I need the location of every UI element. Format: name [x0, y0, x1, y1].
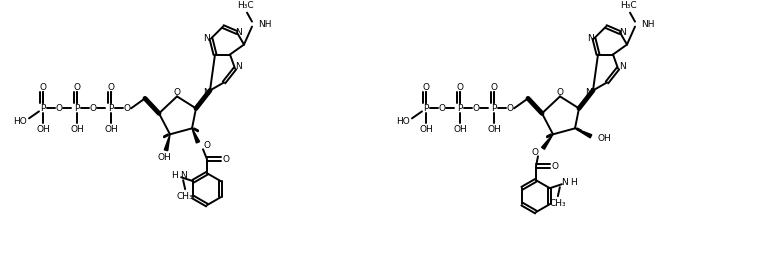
Polygon shape — [575, 128, 592, 138]
Text: N: N — [562, 178, 568, 187]
Text: O: O — [56, 104, 62, 113]
Text: O: O — [531, 148, 538, 157]
Text: N: N — [180, 171, 186, 180]
Text: N: N — [236, 28, 242, 37]
Text: O: O — [457, 83, 463, 92]
Text: CH₃: CH₃ — [549, 199, 566, 208]
Text: O: O — [507, 104, 514, 113]
Text: O: O — [438, 104, 445, 113]
Polygon shape — [192, 128, 199, 143]
Text: N: N — [619, 62, 626, 71]
Text: N: N — [202, 88, 209, 97]
Text: OH: OH — [419, 125, 433, 134]
Text: N: N — [236, 62, 242, 71]
Text: P: P — [423, 104, 428, 113]
Text: OH: OH — [487, 125, 501, 134]
Text: H₃C: H₃C — [237, 1, 253, 10]
Text: P: P — [40, 104, 46, 113]
Text: N: N — [587, 34, 594, 43]
Text: OH: OH — [70, 125, 84, 134]
Text: O: O — [74, 83, 81, 92]
Text: H: H — [171, 171, 178, 180]
Text: OH: OH — [453, 125, 467, 134]
Text: O: O — [107, 83, 114, 92]
Text: P: P — [492, 104, 497, 113]
Text: O: O — [222, 155, 230, 164]
Text: OH: OH — [104, 125, 118, 134]
Text: N: N — [204, 34, 210, 43]
Text: O: O — [203, 141, 210, 150]
Text: P: P — [457, 104, 463, 113]
Text: CH₃: CH₃ — [177, 192, 193, 201]
Text: O: O — [422, 83, 429, 92]
Polygon shape — [164, 134, 170, 151]
Text: N: N — [586, 88, 592, 97]
Text: O: O — [473, 104, 479, 113]
Text: P: P — [75, 104, 80, 113]
Text: N: N — [619, 28, 626, 37]
Polygon shape — [542, 134, 553, 149]
Text: H₃C: H₃C — [619, 1, 636, 10]
Text: NH: NH — [641, 20, 654, 29]
Text: H: H — [570, 178, 577, 187]
Text: OH: OH — [157, 153, 171, 162]
Text: O: O — [90, 104, 97, 113]
Text: P: P — [108, 104, 113, 113]
Text: HO: HO — [13, 117, 27, 126]
Text: O: O — [491, 83, 498, 92]
Text: HO: HO — [396, 117, 410, 126]
Text: O: O — [40, 83, 46, 92]
Text: OH: OH — [36, 125, 50, 134]
Text: O: O — [552, 162, 559, 171]
Text: O: O — [174, 88, 180, 97]
Text: O: O — [556, 88, 563, 97]
Text: O: O — [123, 104, 130, 113]
Text: NH: NH — [258, 20, 272, 29]
Text: OH: OH — [597, 134, 611, 143]
